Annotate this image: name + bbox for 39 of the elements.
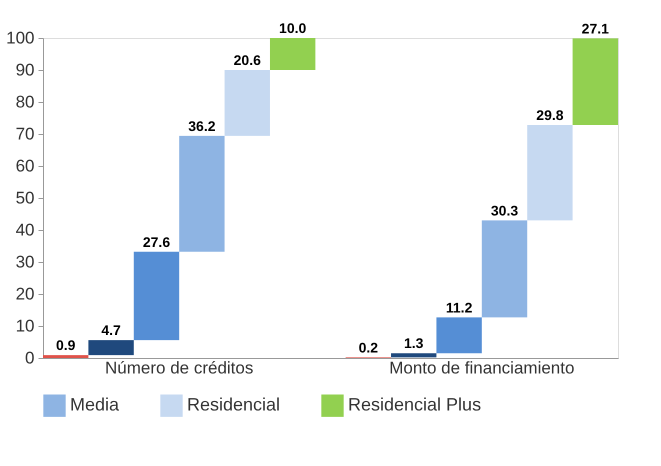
data-label: 27.6	[142, 234, 170, 250]
x-tick-label: Número de créditos	[105, 358, 254, 378]
x-tick-label: Monto de financiamiento	[389, 358, 574, 378]
y-tick-label: 90	[16, 60, 34, 80]
y-tick-label: 0	[25, 348, 34, 368]
data-label: 0.2	[358, 339, 378, 356]
y-tick-label: 60	[16, 156, 34, 176]
legend-label: Residencial	[187, 394, 280, 415]
bar	[88, 340, 134, 356]
bar	[134, 252, 180, 340]
y-tick-label: 30	[16, 252, 34, 272]
data-label: 4.7	[101, 322, 122, 338]
y-tick-label: 20	[16, 284, 34, 304]
bar	[391, 353, 436, 358]
bar	[179, 136, 225, 252]
data-label: 10.0	[279, 20, 307, 36]
legend-label: Residencial Plus	[348, 394, 482, 415]
data-label: 30.3	[490, 202, 518, 218]
data-label: 11.2	[446, 299, 473, 316]
bar	[527, 125, 573, 220]
data-label: 1.3	[404, 335, 424, 352]
bar	[43, 355, 88, 358]
bar	[572, 38, 618, 126]
data-label: 20.6	[234, 52, 262, 68]
data-label: 27.1	[582, 20, 610, 36]
bar	[270, 38, 316, 70]
y-tick-label: 10	[16, 316, 34, 336]
y-tick-label: 80	[16, 92, 34, 112]
legend-label: Media	[70, 394, 120, 415]
data-label: 0.9	[56, 337, 76, 354]
data-label: 36.2	[188, 118, 216, 134]
bar	[224, 70, 270, 136]
y-tick-label: 40	[16, 220, 34, 240]
y-tick-label: 100	[6, 28, 34, 48]
y-tick-label: 70	[16, 124, 34, 144]
data-label: 29.8	[536, 107, 564, 124]
bar	[482, 220, 528, 318]
bar	[436, 317, 482, 354]
y-tick-label: 50	[16, 188, 34, 208]
